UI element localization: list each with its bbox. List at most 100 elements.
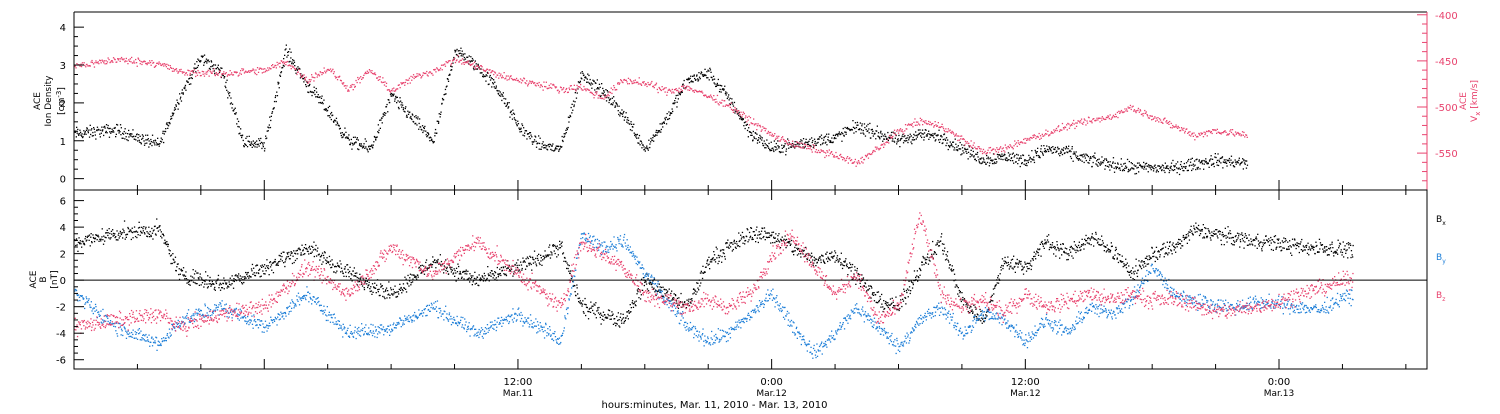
vx-points-point (1243, 135, 1244, 136)
vx-points-point (548, 88, 549, 89)
ion-density-points-point (863, 134, 864, 135)
vx-points-point (849, 157, 850, 158)
ion-density-points-point (436, 133, 437, 134)
ion-density-points-point (1231, 156, 1232, 157)
bx-points-point (633, 303, 634, 304)
vx-points-point (507, 79, 508, 80)
bx-points-point (719, 255, 720, 256)
ion-density-points-point (1073, 151, 1074, 152)
bx-points-point (640, 298, 641, 299)
vx-points-point (916, 121, 917, 122)
ion-density-points-point (619, 115, 620, 116)
ion-density-points-point (122, 138, 123, 139)
bx-points-point (98, 236, 99, 237)
ion-density-points-point (698, 72, 699, 73)
bx-points-point (190, 285, 191, 286)
vx-points-point (679, 88, 680, 89)
vx-points-point (220, 71, 221, 72)
ion-density-points-point (78, 133, 79, 134)
bx-points-point (186, 278, 187, 279)
bx-points-point (390, 287, 391, 288)
ion-density-points-point (546, 145, 547, 146)
ion-density-points-point (615, 105, 616, 106)
ion-density-points-point (189, 84, 190, 85)
ion-density-points-point (919, 133, 920, 134)
vx-points-point (595, 92, 596, 93)
ion-density-points-point (190, 83, 191, 84)
ion-density-points-point (93, 127, 94, 128)
vx-points-point (343, 82, 344, 83)
bx-points-point (357, 277, 358, 278)
vx-points-point (430, 72, 431, 73)
bx-points-point (444, 265, 445, 266)
bx-points-point (156, 218, 157, 219)
ion-density-points-point (565, 133, 566, 134)
vx-points-point (302, 75, 303, 76)
ion-density-points-point (879, 138, 880, 139)
bx-points-point (108, 232, 109, 233)
vx-points-point (1130, 105, 1131, 106)
ion-density-points-point (1004, 154, 1005, 155)
vx-points-point (825, 152, 826, 153)
ion-density-points-point (438, 121, 439, 122)
ion-density-points-point (514, 114, 515, 115)
ion-density-points-point (1235, 159, 1236, 160)
ion-density-points-point (498, 93, 499, 94)
vx-points-point (1006, 148, 1007, 149)
ion-density-points-point (896, 143, 897, 144)
vx-points-point (841, 157, 842, 158)
ion-density-points-point (699, 77, 700, 78)
ion-density-points-point (1199, 168, 1200, 169)
ion-density-points-point (1042, 152, 1043, 153)
bx-points-point (389, 295, 390, 296)
vx-points-point (392, 90, 393, 91)
vx-points-point (1190, 135, 1191, 136)
vx-points-point (681, 86, 682, 87)
vx-points-point (824, 157, 825, 158)
bx-points-point (94, 241, 95, 242)
ion-density-points-point (572, 104, 573, 105)
bx-points-point (195, 271, 196, 272)
ion-density-points-point (345, 132, 346, 133)
vx-points-point (1153, 118, 1154, 119)
ion-density-points-point (613, 102, 614, 103)
bx-points-point (173, 259, 174, 260)
bx-points-point (209, 283, 210, 284)
ion-density-points-point (558, 151, 559, 152)
vx-points-point (105, 60, 106, 61)
vx-points-point (300, 75, 301, 76)
vx-points-point (919, 124, 920, 125)
bx-points-point (209, 281, 210, 282)
vx-points-point (987, 152, 988, 153)
bx-points-point (345, 272, 346, 273)
vx-points-point (319, 75, 320, 76)
ion-density-points-point (879, 137, 880, 138)
ion-density-points-point (910, 141, 911, 142)
vx-points-point (1205, 132, 1206, 133)
ion-density-points (74, 45, 1248, 176)
vx-points-point (947, 131, 948, 132)
bx-points-point (153, 229, 154, 230)
bx-points-point (707, 259, 708, 260)
ion-density-points-point (1242, 158, 1243, 159)
ion-density-points-point (113, 130, 114, 131)
ion-density-points-point (169, 123, 170, 124)
ion-density-points-point (130, 134, 131, 135)
bx-points-point (280, 255, 281, 256)
bx-points-point (522, 268, 523, 269)
ion-density-points-point (462, 51, 463, 52)
vx-points-point (778, 136, 779, 137)
ion-density-points-point (629, 123, 630, 124)
vx-points-point (551, 88, 552, 89)
ion-density-points-point (938, 130, 939, 131)
vx-points-point (641, 85, 642, 86)
bx-points-point (315, 245, 316, 246)
vx-points-point (1152, 116, 1153, 117)
ion-density-points-point (1040, 148, 1041, 149)
bx-points-point (716, 257, 717, 258)
vx-points-point (734, 109, 735, 110)
ion-density-points-point (391, 96, 392, 97)
bx-points-point (215, 281, 216, 282)
bx-points-point (590, 302, 591, 303)
vx-points-point (492, 71, 493, 72)
